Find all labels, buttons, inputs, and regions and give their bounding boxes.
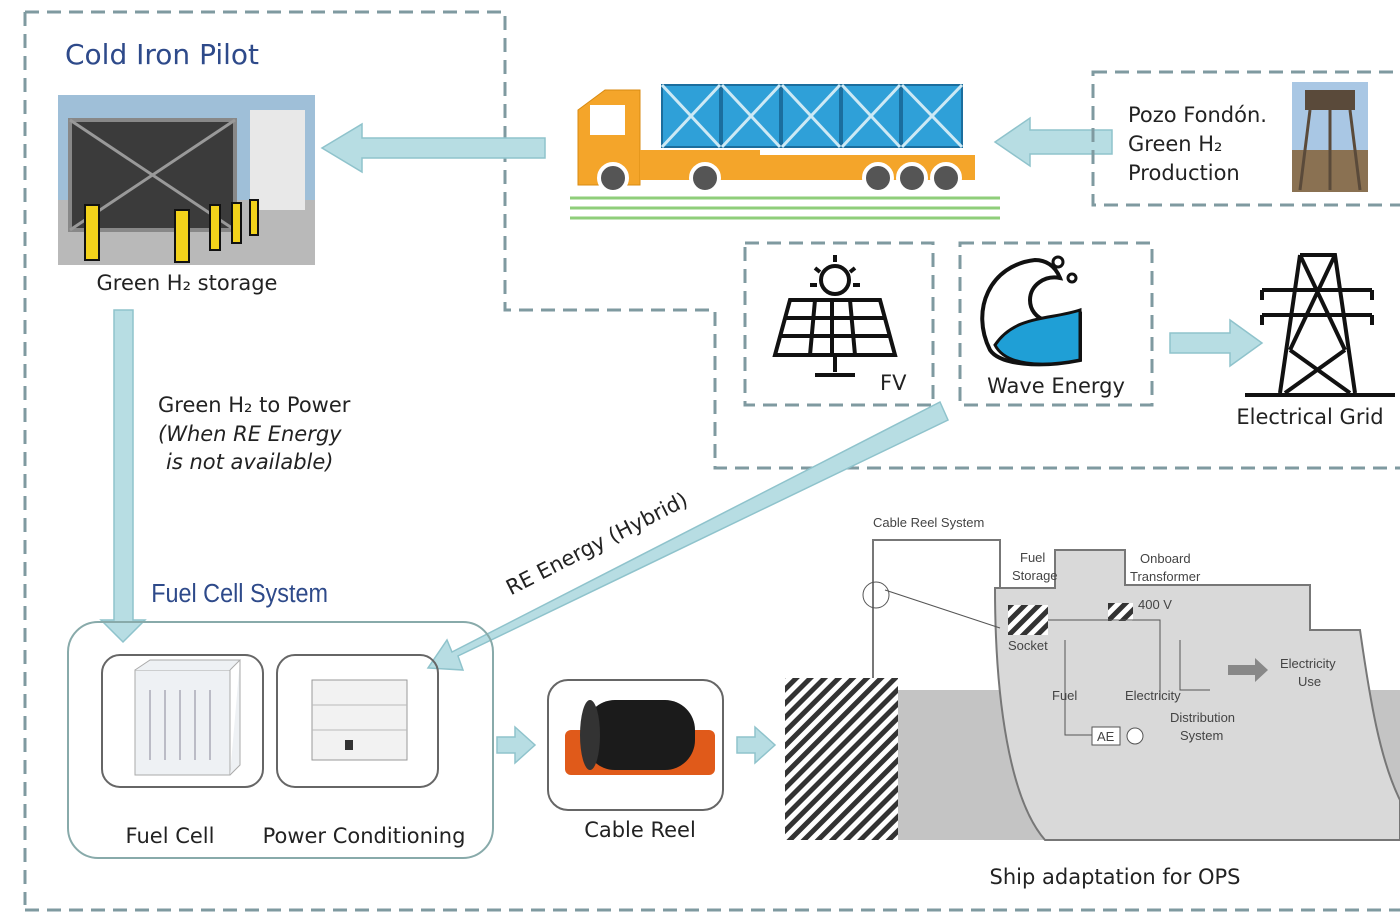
arrow [428,402,948,670]
fcs-title: Fuel Cell System [151,580,328,608]
wave-icon [982,257,1080,364]
power-conditioning-label: Power Conditioning [263,824,466,848]
storage-photo [58,95,315,265]
fuel-cell-label: Fuel Cell [126,824,215,848]
power-conditioning-icon [312,680,407,760]
arrow [737,727,775,763]
title: Cold Iron Pilot [65,38,259,71]
ship-label: Socket [1008,638,1048,653]
storage-label: Green H₂ storage [97,271,278,295]
h2-power-note: is not available) [166,450,334,474]
grid-label: Electrical Grid [1236,405,1383,429]
cable-reel-label: Cable Reel [584,818,696,842]
grid-tower-icon [1245,255,1395,395]
ship-label: Distribution [1170,710,1235,725]
arrow [101,310,145,642]
ship-label: 400 V [1138,597,1172,612]
ship-label: Fuel [1020,550,1045,565]
production-label: Green H₂ [1128,132,1222,156]
h2-power-title: Green H₂ to Power [158,393,351,417]
ship-label: Cable Reel System [873,515,984,530]
h2-power-note: (When RE Energy [158,422,342,446]
ship-label: Use [1298,674,1321,689]
ship-label: AE [1097,729,1115,744]
ship-caption: Ship adaptation for OPS [990,865,1241,889]
arrow [497,727,535,763]
arrow [322,124,545,172]
production-label: Pozo Fondón. [1128,103,1267,127]
production-photo [1292,82,1368,192]
ship-label: Fuel [1052,688,1077,703]
solar-icon [775,255,895,375]
ship-label: Onboard [1140,551,1191,566]
production-label: Production [1128,161,1240,185]
truck-icon [570,85,1000,218]
ship-label: System [1180,728,1223,743]
wave-label: Wave Energy [987,374,1125,398]
fv-label: FV [880,371,907,395]
ship-label: Storage [1012,568,1058,583]
fuel-cell-icon [135,660,240,775]
ship-label: Transformer [1130,569,1201,584]
ship-diagram [785,540,1400,840]
ship-label: Electricity [1125,688,1181,703]
diagram: Cold Iron Pilot Green H₂ storage [0,0,1400,915]
arrow [1170,320,1262,366]
cable-reel-icon [565,700,715,775]
ship-label: Electricity [1280,656,1336,671]
